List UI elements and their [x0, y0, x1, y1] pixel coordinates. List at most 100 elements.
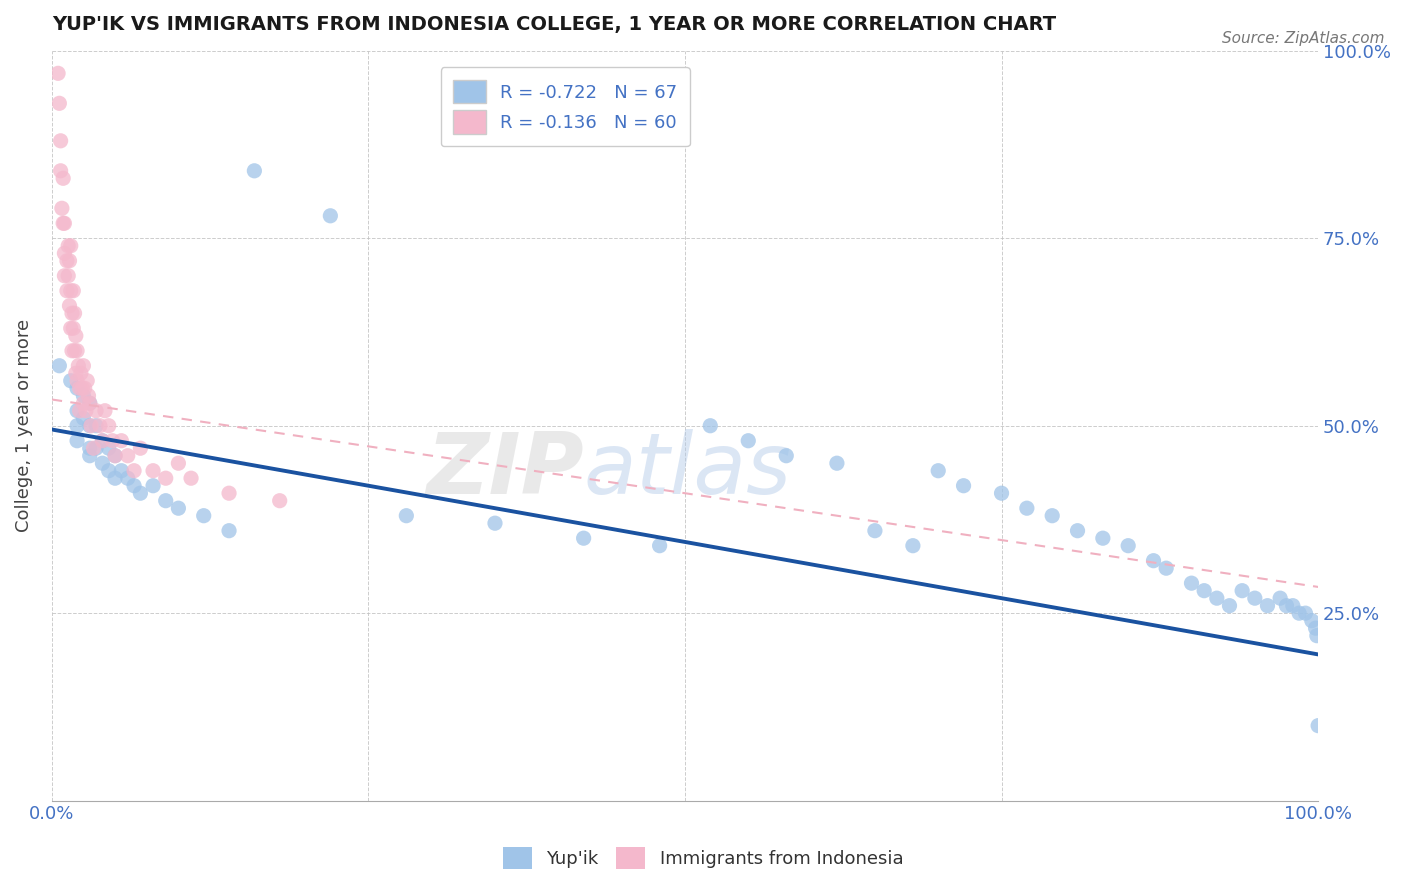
Point: [1288, 606, 1310, 620]
Point: [269, 493, 291, 508]
Point: [65, 366, 87, 380]
Point: [218, 524, 240, 538]
Point: [91, 434, 114, 448]
Point: [56, 284, 79, 298]
Point: [77, 389, 100, 403]
Point: [737, 434, 759, 448]
Point: [72, 389, 94, 403]
Point: [66, 381, 89, 395]
Point: [110, 464, 132, 478]
Point: [91, 456, 114, 470]
Point: [66, 374, 89, 388]
Point: [775, 449, 797, 463]
Point: [59, 239, 82, 253]
Point: [66, 403, 89, 417]
Text: YUP'IK VS IMMIGRANTS FROM INDONESIA COLLEGE, 1 YEAR OR MORE CORRELATION CHART: YUP'IK VS IMMIGRANTS FROM INDONESIA COLL…: [52, 15, 1056, 34]
Point: [1116, 539, 1139, 553]
Point: [48, 359, 70, 373]
Point: [863, 524, 886, 538]
Point: [63, 343, 86, 358]
Point: [60, 343, 83, 358]
Text: Source: ZipAtlas.com: Source: ZipAtlas.com: [1222, 31, 1385, 46]
Point: [49, 163, 72, 178]
Point: [395, 508, 418, 523]
Point: [84, 418, 107, 433]
Point: [52, 216, 75, 230]
Point: [59, 284, 82, 298]
Point: [129, 441, 152, 455]
Point: [1275, 599, 1298, 613]
Y-axis label: College, 1 year or more: College, 1 year or more: [15, 319, 32, 533]
Point: [167, 501, 190, 516]
Point: [79, 449, 101, 463]
Point: [58, 239, 80, 253]
Point: [129, 486, 152, 500]
Point: [67, 359, 90, 373]
Point: [825, 456, 848, 470]
Point: [117, 449, 139, 463]
Point: [58, 253, 80, 268]
Point: [319, 209, 342, 223]
Point: [110, 434, 132, 448]
Point: [66, 343, 89, 358]
Point: [1066, 524, 1088, 538]
Point: [1230, 583, 1253, 598]
Point: [53, 268, 76, 283]
Point: [53, 216, 76, 230]
Point: [62, 321, 84, 335]
Point: [572, 531, 595, 545]
Point: [94, 403, 117, 417]
Point: [1142, 554, 1164, 568]
Point: [990, 486, 1012, 500]
Point: [122, 464, 145, 478]
Point: [699, 418, 721, 433]
Point: [70, 366, 93, 380]
Point: [122, 479, 145, 493]
Point: [1305, 621, 1327, 635]
Point: [51, 202, 73, 216]
Point: [80, 418, 103, 433]
Point: [62, 284, 84, 298]
Point: [155, 493, 177, 508]
Point: [1180, 576, 1202, 591]
Point: [104, 449, 127, 463]
Point: [70, 381, 93, 395]
Point: [48, 96, 70, 111]
Legend: Yup'ik, Immigrants from Indonesia: Yup'ik, Immigrants from Indonesia: [494, 838, 912, 879]
Point: [66, 434, 89, 448]
Point: [75, 403, 97, 417]
Point: [1306, 629, 1329, 643]
Point: [58, 268, 80, 283]
Legend: R = -0.722   N = 67, R = -0.136   N = 60: R = -0.722 N = 67, R = -0.136 N = 60: [440, 68, 690, 146]
Point: [84, 403, 107, 417]
Point: [1192, 583, 1215, 598]
Point: [1040, 508, 1063, 523]
Point: [101, 434, 124, 448]
Point: [72, 359, 94, 373]
Point: [1015, 501, 1038, 516]
Point: [66, 418, 89, 433]
Point: [1205, 591, 1227, 606]
Point: [117, 471, 139, 485]
Text: atlas: atlas: [583, 429, 792, 512]
Point: [952, 479, 974, 493]
Point: [89, 418, 111, 433]
Point: [72, 411, 94, 425]
Point: [59, 374, 82, 388]
Point: [142, 479, 165, 493]
Point: [52, 171, 75, 186]
Point: [60, 306, 83, 320]
Point: [1218, 599, 1240, 613]
Point: [1256, 599, 1278, 613]
Text: ZIP: ZIP: [426, 429, 583, 512]
Point: [63, 306, 86, 320]
Point: [648, 539, 671, 553]
Point: [1243, 591, 1265, 606]
Point: [72, 396, 94, 410]
Point: [218, 486, 240, 500]
Point: [155, 471, 177, 485]
Point: [79, 418, 101, 433]
Point: [73, 381, 96, 395]
Point: [243, 163, 266, 178]
Point: [142, 464, 165, 478]
